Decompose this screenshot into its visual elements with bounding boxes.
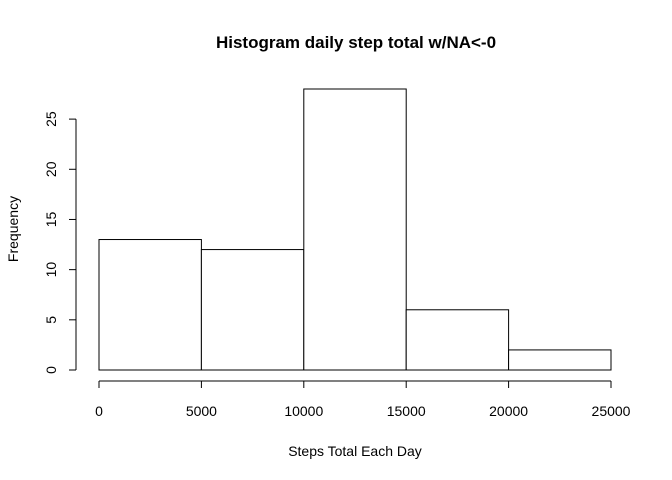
x-tick-label: 20000 xyxy=(489,403,528,419)
y-tick-label: 0 xyxy=(43,366,59,374)
x-tick-label: 10000 xyxy=(284,403,323,419)
y-tick-label: 5 xyxy=(43,316,59,324)
histogram-bar-5 xyxy=(508,349,612,371)
histogram-bar-3 xyxy=(303,88,407,371)
bars-group xyxy=(98,88,612,371)
x-axis: 0 5000 10000 15000 20000 25000 xyxy=(95,380,631,419)
x-tick-label: 5000 xyxy=(186,403,217,419)
y-tick-label: 15 xyxy=(43,211,59,227)
x-tick-label: 0 xyxy=(95,403,103,419)
y-axis: 0 5 10 15 20 25 xyxy=(43,111,77,374)
x-tick-label: 25000 xyxy=(592,403,631,419)
histogram-bar-1 xyxy=(98,239,202,371)
y-tick-label: 10 xyxy=(43,262,59,278)
y-tick-label: 25 xyxy=(43,111,59,127)
histogram-bar-2 xyxy=(200,249,305,371)
x-axis-label: Steps Total Each Day xyxy=(288,443,422,459)
chart-title: Histogram daily step total w/NA<-0 xyxy=(216,33,496,52)
y-tick-label: 20 xyxy=(43,161,59,177)
histogram-bar-4 xyxy=(405,309,510,371)
y-axis-label: Frequency xyxy=(5,196,21,262)
x-tick-label: 15000 xyxy=(387,403,426,419)
